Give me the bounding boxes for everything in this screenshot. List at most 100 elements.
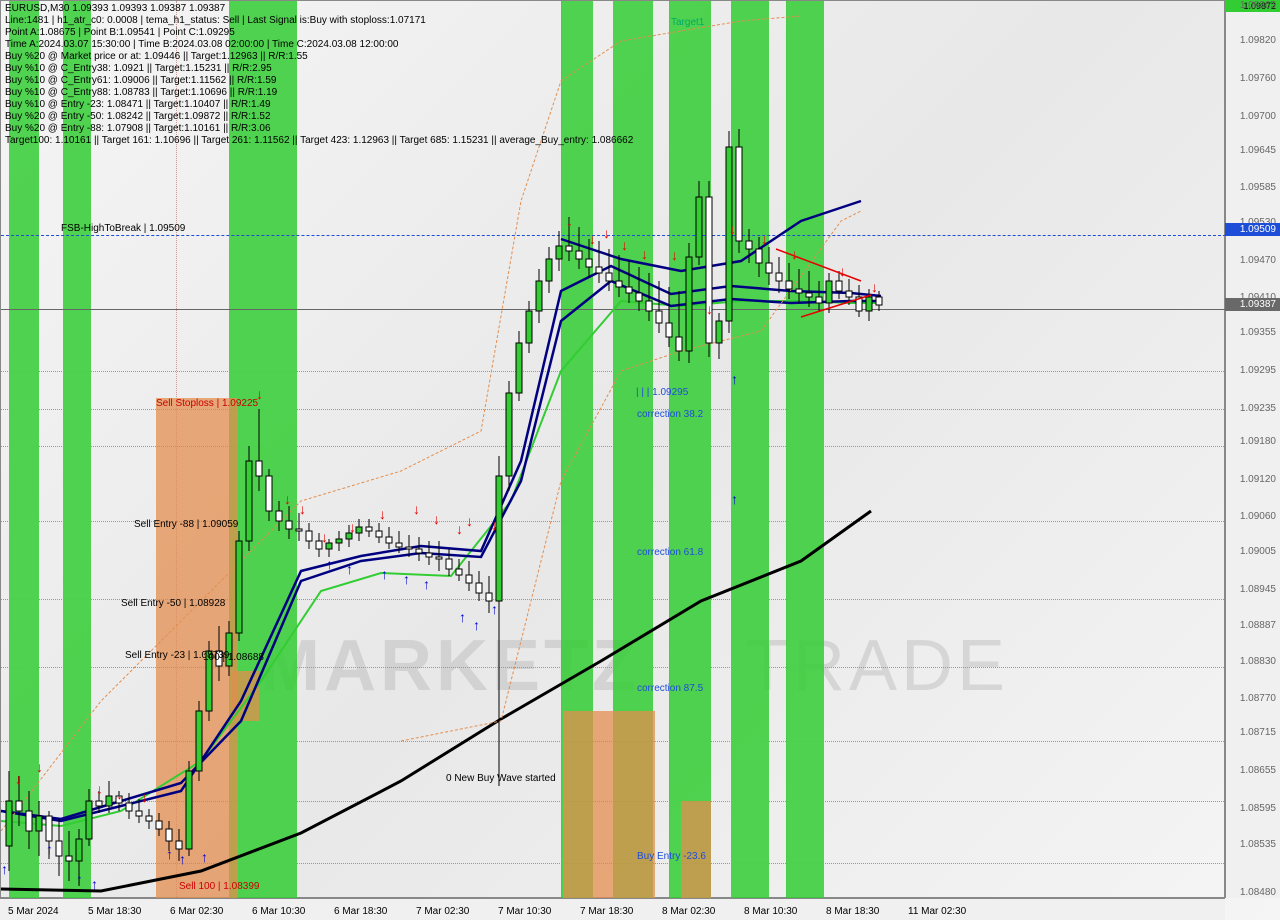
x-tick: 8 Mar 02:30 <box>662 906 715 917</box>
chart-label: FSB-HighToBreak | 1.09509 <box>61 223 185 234</box>
down-arrow-icon: ↓ <box>116 786 123 802</box>
y-tick: 1.09760 <box>1240 73 1276 84</box>
y-tick: 1.09235 <box>1240 403 1276 414</box>
info-line: Buy %20 @ Market price or at: 1.09446 ||… <box>5 51 308 62</box>
y-tick: 1.08655 <box>1240 765 1276 776</box>
chart-label: 100 | 1.08688 <box>203 652 264 663</box>
chart-label: correction 61.8 <box>637 547 703 558</box>
up-arrow-icon: ↑ <box>381 566 388 582</box>
info-line: Point A:1.08675 | Point B:1.09541 | Poin… <box>5 27 235 38</box>
chart-label: correction 38.2 <box>637 409 703 420</box>
down-arrow-icon: ↓ <box>141 789 148 805</box>
down-arrow-icon: ↓ <box>871 279 878 295</box>
down-arrow-icon: ↓ <box>671 247 678 263</box>
down-arrow-icon: ↓ <box>15 771 22 787</box>
x-tick: 6 Mar 18:30 <box>334 906 387 917</box>
x-tick: 5 Mar 18:30 <box>88 906 141 917</box>
x-tick: 6 Mar 10:30 <box>252 906 305 917</box>
chart-label: Buy Entry -23.6 <box>637 851 706 862</box>
y-tick: 1.09355 <box>1240 327 1276 338</box>
up-arrow-icon: ↑ <box>179 851 186 867</box>
down-arrow-icon: ↓ <box>603 225 610 241</box>
down-arrow-icon: ↓ <box>456 521 463 537</box>
down-arrow-icon: ↓ <box>839 263 846 279</box>
info-line: Line:1481 | h1_atr_c0: 0.0008 | tema_h1_… <box>5 15 426 26</box>
down-arrow-icon: ↓ <box>761 231 768 247</box>
x-tick: 7 Mar 02:30 <box>416 906 469 917</box>
down-arrow-icon: ↓ <box>621 237 628 253</box>
down-arrow-icon: ↓ <box>566 213 573 229</box>
down-arrow-icon: ↓ <box>36 759 43 775</box>
chart-area[interactable]: ↓↓↓↓↓↓↓↓↓↓↓↓↓↓↓↓↓↓↓↓↓↓↓↓↓↓↓↓↑↑↑↑↑↑↑↑↑↑↑↑… <box>0 0 1225 898</box>
down-arrow-icon: ↓ <box>791 246 798 262</box>
y-price-dash: 1.09509 <box>1225 223 1280 236</box>
down-arrow-icon: ↓ <box>379 506 386 522</box>
up-arrow-icon: ↑ <box>731 491 738 507</box>
y-tick: 1.08715 <box>1240 727 1276 738</box>
x-axis: 5 Mar 20245 Mar 18:306 Mar 02:306 Mar 10… <box>0 898 1225 920</box>
y-tick: 1.08887 <box>1240 620 1276 631</box>
up-arrow-icon: ↑ <box>403 571 410 587</box>
chart-label: correction 87.5 <box>637 683 703 694</box>
down-arrow-icon: ↓ <box>589 231 596 247</box>
chart-label: 0 New Buy Wave started <box>446 773 556 784</box>
y-axis: 1.09872 1.098201.097601.097001.096451.09… <box>1225 0 1280 898</box>
info-line: Buy %10 @ C_Entry88: 1.08783 || Target:1… <box>5 87 277 98</box>
chart-label: | | | 1.09295 <box>636 387 688 398</box>
info-line: Buy %20 @ Entry -88: 1.07908 || Target:1… <box>5 123 271 134</box>
y-tick: 1.09470 <box>1240 255 1276 266</box>
up-arrow-icon: ↑ <box>76 871 83 887</box>
y-price-current: 1.09387 <box>1225 298 1280 311</box>
y-tick: 1.09180 <box>1240 436 1276 447</box>
chart-label: Sell Entry -50 | 1.08928 <box>121 598 225 609</box>
y-tick: 1.08945 <box>1240 584 1276 595</box>
y-tick: 1.09295 <box>1240 365 1276 376</box>
x-tick: 7 Mar 10:30 <box>498 906 551 917</box>
y-tick: 1.09645 <box>1240 145 1276 156</box>
up-arrow-icon: ↑ <box>1 861 8 877</box>
x-tick: 8 Mar 18:30 <box>826 906 879 917</box>
down-arrow-icon: ↓ <box>96 781 103 797</box>
info-line: Time A:2024.03.07 15:30:00 | Time B:2024… <box>5 39 398 50</box>
y-tick: 1.08480 <box>1240 887 1276 898</box>
down-arrow-icon: ↓ <box>284 491 291 507</box>
down-arrow-icon: ↓ <box>321 529 328 545</box>
y-tick: 1.09820 <box>1240 35 1276 46</box>
x-tick: 5 Mar 2024 <box>8 906 59 917</box>
x-tick: 11 Mar 02:30 <box>908 906 966 917</box>
up-arrow-icon: ↑ <box>166 846 173 862</box>
y-tick: 1.09120 <box>1240 474 1276 485</box>
up-arrow-icon: ↑ <box>346 561 353 577</box>
y-tick: 1.08595 <box>1240 803 1276 814</box>
y-tick: 1.09060 <box>1240 511 1276 522</box>
info-line: Buy %20 @ Entry -50: 1.08242 || Target:1… <box>5 111 271 122</box>
up-arrow-icon: ↑ <box>423 576 430 592</box>
y-tick: 1.08535 <box>1240 839 1276 850</box>
y-tick: 1.09700 <box>1240 111 1276 122</box>
up-arrow-icon: ↑ <box>91 876 98 892</box>
info-line: Buy %10 @ C_Entry38: 1.0921 || Target:1.… <box>5 63 272 74</box>
y-tick: 1.08770 <box>1240 693 1276 704</box>
info-line: Target100: 1.10161 || Target 161: 1.1069… <box>5 135 633 146</box>
x-tick: 8 Mar 10:30 <box>744 906 797 917</box>
down-arrow-icon: ↓ <box>729 221 736 237</box>
down-arrow-icon: ↓ <box>466 513 473 529</box>
up-arrow-icon: ↑ <box>326 556 333 572</box>
chart-label: Sell Stoploss | 1.09225 <box>156 398 258 409</box>
chart-label: Sell 100 | 1.08399 <box>179 881 259 892</box>
down-arrow-icon: ↓ <box>413 501 420 517</box>
up-arrow-icon: ↑ <box>491 601 498 617</box>
y-tick: 1.09005 <box>1240 546 1276 557</box>
chart-label: Sell Entry -88 | 1.09059 <box>134 519 238 530</box>
chart-container: MARKETZ TRADE ↓↓↓↓↓↓↓↓↓↓↓↓↓↓↓↓↓↓↓↓↓↓↓↓↓↓… <box>0 0 1280 920</box>
up-arrow-icon: ↑ <box>731 371 738 387</box>
down-arrow-icon: ↓ <box>433 511 440 527</box>
up-arrow-icon: ↑ <box>201 849 208 865</box>
down-arrow-icon: ↓ <box>349 519 356 535</box>
y-tick: 1.08830 <box>1240 656 1276 667</box>
up-arrow-icon: ↑ <box>459 609 466 625</box>
x-tick: 7 Mar 18:30 <box>580 906 633 917</box>
chart-title: EURUSD,M30 1.09393 1.09393 1.09387 1.093… <box>5 3 225 14</box>
down-arrow-icon: ↓ <box>641 246 648 262</box>
info-line: Buy %10 @ C_Entry61: 1.09006 || Target:1… <box>5 75 276 86</box>
